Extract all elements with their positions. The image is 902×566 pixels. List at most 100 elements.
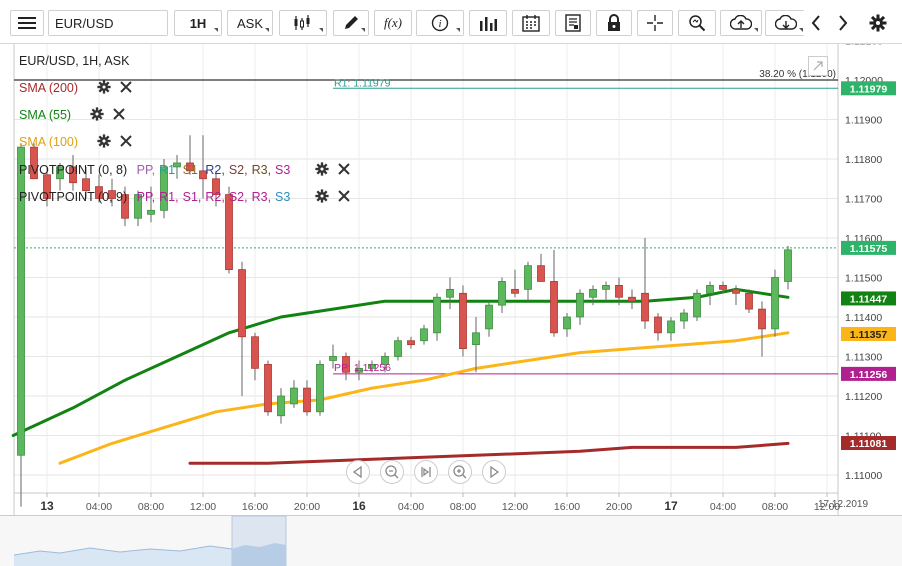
candle-body [329,356,337,361]
price-tag-label: 1.11447 [850,293,888,305]
lock-button[interactable] [596,10,632,36]
legend-pivot2-label: PIVOTPOINT (0, 9) [19,190,128,204]
legend-pivot-part: R1, [159,190,179,204]
symbol-input[interactable]: EUR/USD [48,10,168,36]
candle-body [446,288,454,298]
interval-select[interactable]: 1H [174,10,222,36]
candle-body [706,284,714,294]
candle-body [30,146,38,180]
candle-body [667,320,675,334]
candle-body [238,269,246,338]
notes-button[interactable] [555,10,591,36]
legend-settings-icon[interactable] [315,162,329,176]
settings-button[interactable] [864,10,892,36]
function-button[interactable]: f(x) [374,10,412,36]
zoom-button[interactable] [678,10,716,36]
reset-icon [421,467,431,477]
candle-body [95,186,103,199]
info-icon: i [431,14,449,32]
legend-settings-icon[interactable] [315,189,329,203]
upload-icon [730,15,752,30]
lock-icon [608,14,620,31]
pan-left-button[interactable] [346,460,370,484]
time-tick-label: 08:00 [138,501,164,513]
price-tick-label: 1.11000 [845,470,882,482]
candle-body [433,296,441,334]
chart-toolbar: EUR/USD 1H ASK f(x) i [0,0,902,44]
calendar-icon [522,15,540,32]
candle-body [420,328,428,342]
calendar-button[interactable] [512,10,550,36]
legend-pivot-part: S2, [228,163,248,177]
time-axis: 13 04:00 08:00 12:00 16:00 20:00 16 04:00 08:00 1… [40,493,840,513]
candle-body [459,292,467,350]
indicators-button[interactable] [469,10,507,36]
legend-settings-icon[interactable] [97,80,111,94]
price-tag [841,366,896,381]
candle-body [472,332,480,346]
menu-button[interactable] [10,10,44,36]
candle-body [108,190,116,199]
time-tick-label: 08:00 [762,501,788,513]
legend-settings-icon[interactable] [90,107,104,121]
legend-remove-icon[interactable] [337,162,351,176]
price-tag [841,81,896,96]
price-type-select[interactable]: ASK [227,10,273,36]
legend-pivot-part: S3 [275,190,291,204]
download-button[interactable] [765,10,807,36]
legend-remove-icon[interactable] [337,189,351,203]
legend-pivot1-parts: PP, R1, S1, R2, S2, R3, S3 [137,161,295,179]
expand-button[interactable] [808,56,828,76]
time-tick-label: 04:00 [86,501,112,513]
candle-body [563,316,571,330]
candle-body [758,308,766,330]
legend-remove-icon[interactable] [119,80,133,94]
upload-button[interactable] [720,10,762,36]
zoom-in-button[interactable] [448,460,472,484]
draw-button[interactable] [333,10,369,36]
navigator[interactable] [0,515,902,566]
legend-remove-icon[interactable] [119,134,133,148]
legend-pivot-part: S1, [182,190,202,204]
time-tick-label: 04:00 [710,501,736,513]
reset-view-button[interactable] [414,460,438,484]
candles [17,135,792,507]
candle-body [264,363,272,413]
time-tick-label: 13 [40,499,54,513]
candle-body [719,284,727,290]
time-tick-label: 16 [352,499,366,513]
crosshair-button[interactable] [637,10,673,36]
level-lines [14,79,838,375]
candle-body [784,249,792,282]
candle-body [615,284,623,298]
candle-body [537,265,545,282]
time-tick-label: 20:00 [294,501,320,513]
candle-body [43,174,51,199]
price-type-label: ASK [236,15,263,31]
legend-sma55-label: SMA (55) [19,108,72,122]
svg-text:i: i [438,18,441,30]
info-button[interactable]: i [416,10,464,36]
price-tick-label: 1.11800 [845,154,882,166]
scroll-left-button[interactable] [803,10,829,36]
legend-sma100-label: SMA (100) [19,135,79,149]
zoom-out-button[interactable] [380,460,404,484]
price-tick-label: 1.11900 [845,115,882,127]
candle-body [303,387,311,413]
draw-icon [345,16,358,29]
navigator-window-series [232,543,286,566]
chart-type-button[interactable] [279,10,327,36]
expand-icon [813,61,823,71]
candle-body [589,288,597,298]
candle-body [134,194,142,219]
pan-right-button[interactable] [482,460,506,484]
candle-body [485,304,493,330]
price-chart[interactable]: 1.110001.111001.112001.113001.114001.115… [0,44,902,515]
zoom-icon [689,15,706,32]
bars-icon [480,17,497,31]
time-tick-label: 17 [664,499,678,513]
legend-settings-icon[interactable] [97,134,111,148]
triangle-right-icon [490,465,500,479]
legend-remove-icon[interactable] [112,107,126,121]
scroll-right-button[interactable] [830,10,856,36]
